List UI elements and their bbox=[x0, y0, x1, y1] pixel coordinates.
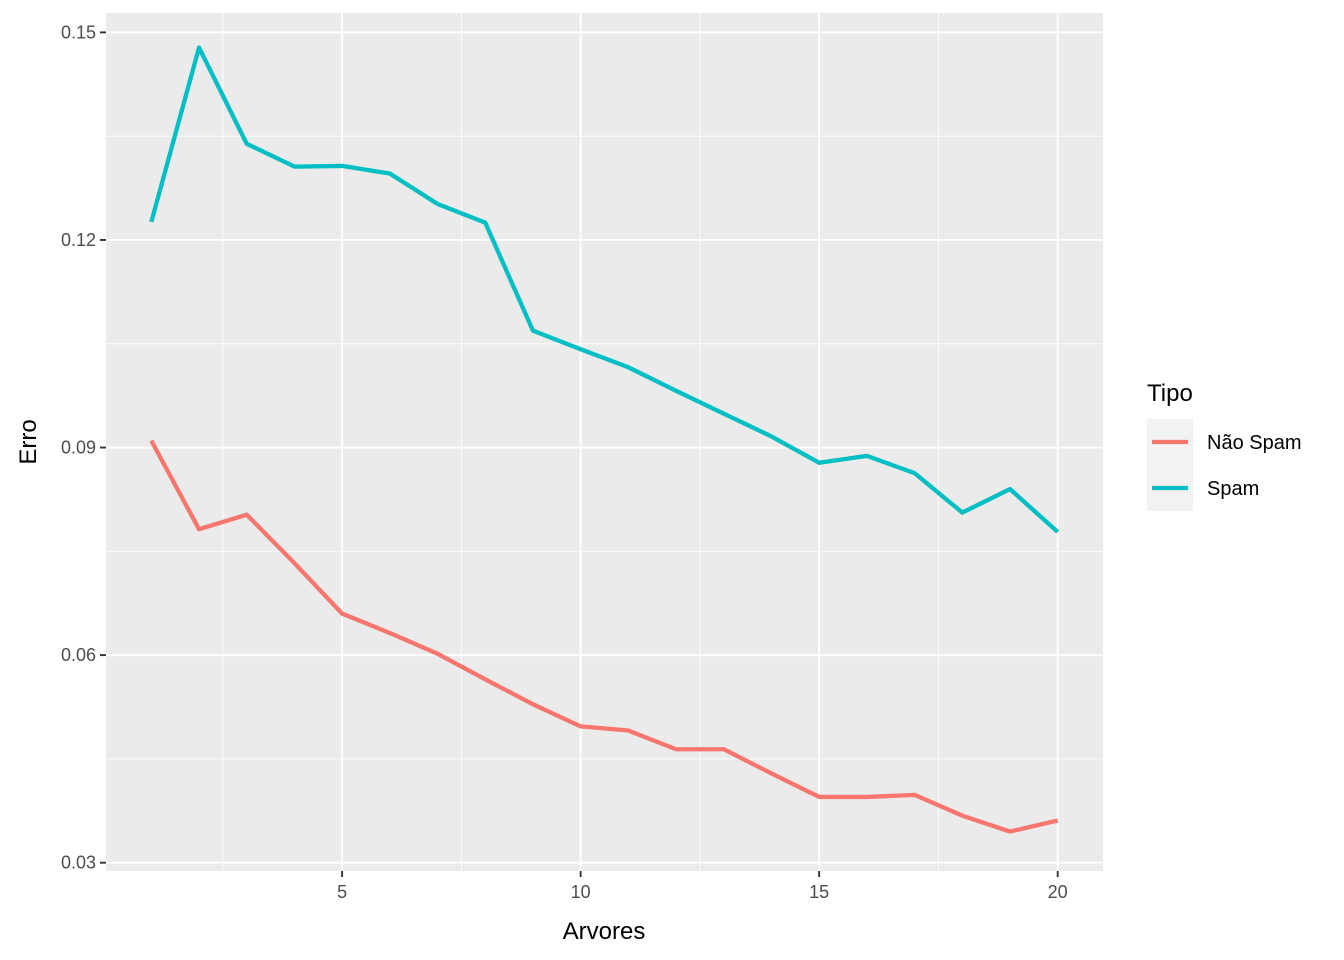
x-tick-label: 5 bbox=[337, 882, 347, 902]
y-tick-label: 0.09 bbox=[61, 438, 96, 458]
x-tick-label: 15 bbox=[809, 882, 829, 902]
y-axis: 0.03 0.06 0.09 0.12 0.15 bbox=[61, 22, 106, 873]
legend: Tipo Não Spam Spam bbox=[1147, 380, 1302, 511]
y-tick-label: 0.06 bbox=[61, 645, 96, 665]
y-tick-label: 0.12 bbox=[61, 230, 96, 250]
legend-title: Tipo bbox=[1147, 380, 1193, 407]
series-line-nao-spam bbox=[149, 439, 1059, 834]
x-axis-title: Arvores bbox=[563, 918, 646, 945]
panel-background bbox=[106, 13, 1103, 871]
x-tick-label: 20 bbox=[1048, 882, 1068, 902]
legend-label: Spam bbox=[1207, 478, 1259, 500]
legend-label: Não Spam bbox=[1207, 432, 1302, 454]
y-tick-label: 0.15 bbox=[61, 22, 96, 42]
y-tick-label: 0.03 bbox=[61, 853, 96, 873]
series-lines bbox=[149, 45, 1060, 834]
x-axis: 5 10 15 20 bbox=[337, 871, 1068, 902]
y-axis-title: Erro bbox=[15, 419, 42, 464]
series-line-spam bbox=[149, 45, 1060, 534]
x-tick-label: 10 bbox=[571, 882, 591, 902]
minor-gridlines bbox=[106, 13, 1103, 871]
